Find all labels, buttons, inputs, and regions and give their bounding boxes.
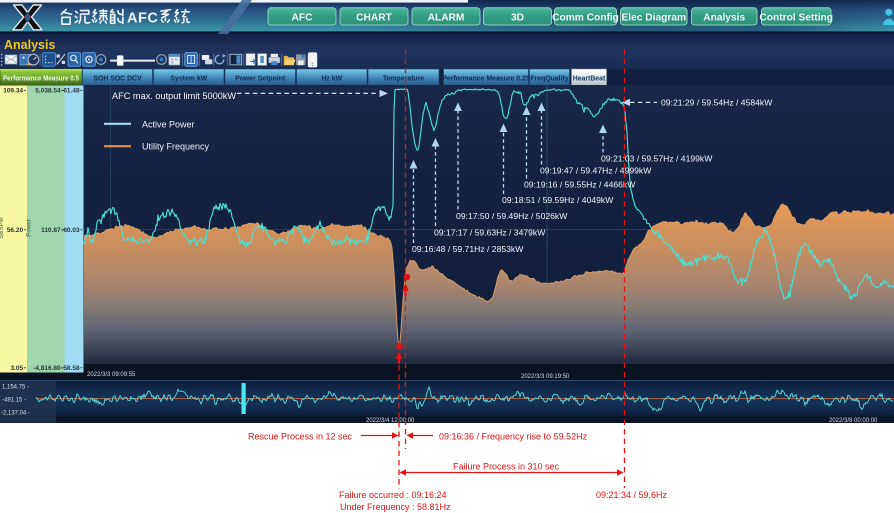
svg-text:AFC: AFC xyxy=(127,10,158,26)
svg-text:09:19:16 / 59.55Hz / 4466kW: 09:19:16 / 59.55Hz / 4466kW xyxy=(524,180,636,190)
svg-text:Performance Measure 0.25: Performance Measure 0.25 xyxy=(442,76,529,83)
svg-text:-491.15 -: -491.15 - xyxy=(2,398,26,404)
svg-text:3.05: 3.05 xyxy=(10,365,23,372)
svg-text:Utility Frequency: Utility Frequency xyxy=(142,142,210,152)
svg-text:-58.58: -58.58 xyxy=(61,365,80,372)
svg-text:3D: 3D xyxy=(511,12,524,23)
svg-text:Comm Config: Comm Config xyxy=(552,12,619,23)
svg-text:09:17:17 / 59.63Hz / 3479kW: 09:17:17 / 59.63Hz / 3479kW xyxy=(434,228,546,238)
svg-text:FreqQuality: FreqQuality xyxy=(530,76,568,83)
svg-text:Elec Diagram: Elec Diagram xyxy=(622,12,687,23)
svg-text:Performance Measure 0.5: Performance Measure 0.5 xyxy=(3,76,79,83)
svg-text:SOH SOC DCV: SOH SOC DCV xyxy=(93,76,142,83)
svg-text:Control Setting: Control Setting xyxy=(759,12,833,23)
svg-text:Power: Power xyxy=(26,219,33,237)
svg-text:2022/3/8 00:00:00: 2022/3/8 00:00:00 xyxy=(829,418,878,424)
svg-text:09:17:50 / 59.49Hz / 5026kW: 09:17:50 / 59.49Hz / 5026kW xyxy=(456,211,568,221)
svg-text:-2,137.04 -: -2,137.04 - xyxy=(1,411,30,417)
svg-text:09:16:36 / Frequency rise to: 09:16:36 / Frequency rise to 59.52Hz xyxy=(439,432,588,442)
svg-text:09:18:51 / 59.59Hz / 4049kW: 09:18:51 / 59.59Hz / 4049kW xyxy=(502,195,614,205)
svg-text:AFC: AFC xyxy=(292,12,314,23)
svg-text:Rescue Process in 12 sec: Rescue Process in 12 sec xyxy=(248,432,353,442)
svg-text:AFC max. output limit 5000kW: AFC max. output limit 5000kW xyxy=(112,91,236,101)
svg-text:5,038.54: 5,038.54 xyxy=(35,88,61,95)
svg-text:09:21:34 / 59.6Hz: 09:21:34 / 59.6Hz xyxy=(596,490,668,500)
svg-text:System kW: System kW xyxy=(170,76,207,83)
svg-text:09:21:03 / 59.57Hz / 4199kW: 09:21:03 / 59.57Hz / 4199kW xyxy=(601,154,713,164)
svg-text:Power Setpoint: Power Setpoint xyxy=(235,76,286,83)
svg-text:Hz kW: Hz kW xyxy=(321,76,342,83)
svg-text:HeartBeat: HeartBeat xyxy=(573,76,606,83)
svg-text:CHART: CHART xyxy=(356,12,392,23)
svg-text:09:19:47 / 59.47Hz / 4999kW: 09:19:47 / 59.47Hz / 4999kW xyxy=(540,166,652,176)
svg-text:Failure occurred : 09:16:24: Failure occurred : 09:16:24 xyxy=(339,490,447,500)
svg-text:110.87: 110.87 xyxy=(41,227,61,234)
svg-text:-4,816.80: -4,816.80 xyxy=(33,365,61,372)
svg-text:Analysis: Analysis xyxy=(4,38,55,52)
svg-text:2022/3/4 12:00:00: 2022/3/4 12:00:00 xyxy=(366,418,415,424)
svg-text:2022/3/3 09:09:55: 2022/3/3 09:09:55 xyxy=(87,372,136,378)
svg-text:Temperature: Temperature xyxy=(383,76,424,83)
svg-text:09:21:29 / 59.54Hz / 4584kW: 09:21:29 / 59.54Hz / 4584kW xyxy=(661,98,773,108)
svg-text:Active Power: Active Power xyxy=(142,119,195,129)
svg-text:2022/3/3 09:19:50: 2022/3/3 09:19:50 xyxy=(521,374,570,380)
svg-text:ALARM: ALARM xyxy=(428,12,465,23)
svg-text:56.20: 56.20 xyxy=(7,227,24,234)
svg-text:Under Frequency : 58.81Hz: Under Frequency : 58.81Hz xyxy=(340,502,451,512)
svg-text:-60.03: -60.03 xyxy=(61,227,80,234)
svg-text:109.34: 109.34 xyxy=(3,88,23,95)
svg-text:1,154.75 -: 1,154.75 - xyxy=(2,385,29,391)
svg-text:SBSPM: SBSPM xyxy=(0,217,5,239)
svg-text:Failure Process in 310 sec: Failure Process in 310 sec xyxy=(453,462,560,472)
svg-text:09:16:48 / 59.71Hz / 2853kW: 09:16:48 / 59.71Hz / 2853kW xyxy=(412,244,524,254)
svg-text:-61.48: -61.48 xyxy=(61,88,80,95)
svg-text:Analysis: Analysis xyxy=(703,12,745,23)
